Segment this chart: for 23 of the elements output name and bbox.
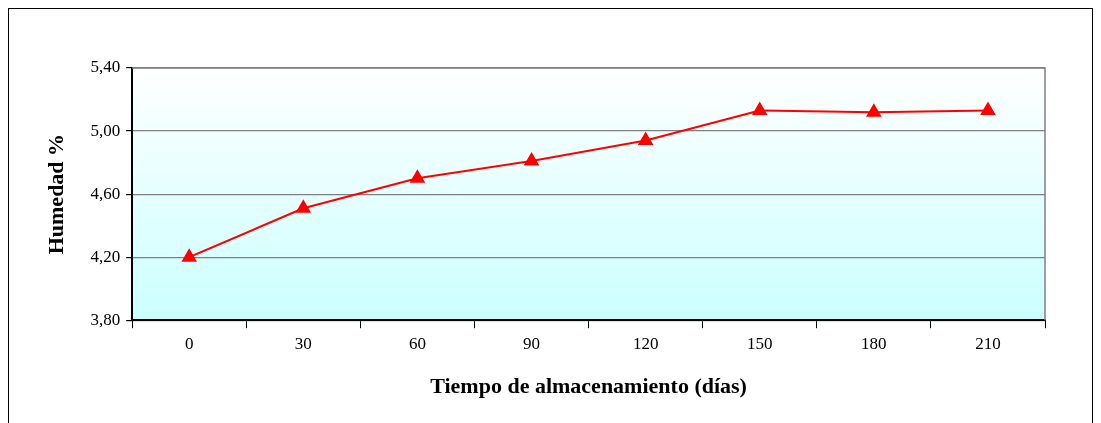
x-tick-label: 30 bbox=[294, 333, 312, 353]
x-tick-label: 90 bbox=[523, 333, 541, 353]
x-tick-label: 180 bbox=[861, 333, 887, 353]
point bbox=[752, 102, 767, 116]
x-axis-title: Tiempo de almacenamiento (días) bbox=[430, 373, 747, 399]
y-tick-label: 4,20 bbox=[90, 246, 121, 266]
point bbox=[980, 102, 996, 116]
point bbox=[638, 132, 653, 146]
y-tick-label: 4,60 bbox=[90, 183, 121, 203]
point bbox=[866, 104, 881, 117]
point bbox=[296, 200, 311, 213]
y-tick-label: 3,80 bbox=[90, 309, 121, 329]
x-tick-label: 120 bbox=[632, 333, 659, 353]
x-tick-label: 210 bbox=[975, 333, 1001, 353]
x-tick-label: 60 bbox=[408, 333, 426, 353]
y-axis-title: Humedad % bbox=[42, 133, 68, 255]
point bbox=[182, 249, 197, 262]
x-tick-label: 0 bbox=[184, 333, 194, 353]
x-tick-label: 150 bbox=[746, 333, 773, 353]
y-tick-label: 5,40 bbox=[90, 57, 121, 77]
point bbox=[410, 170, 425, 183]
y-tick-label: 5,00 bbox=[90, 120, 121, 140]
point bbox=[524, 153, 539, 166]
